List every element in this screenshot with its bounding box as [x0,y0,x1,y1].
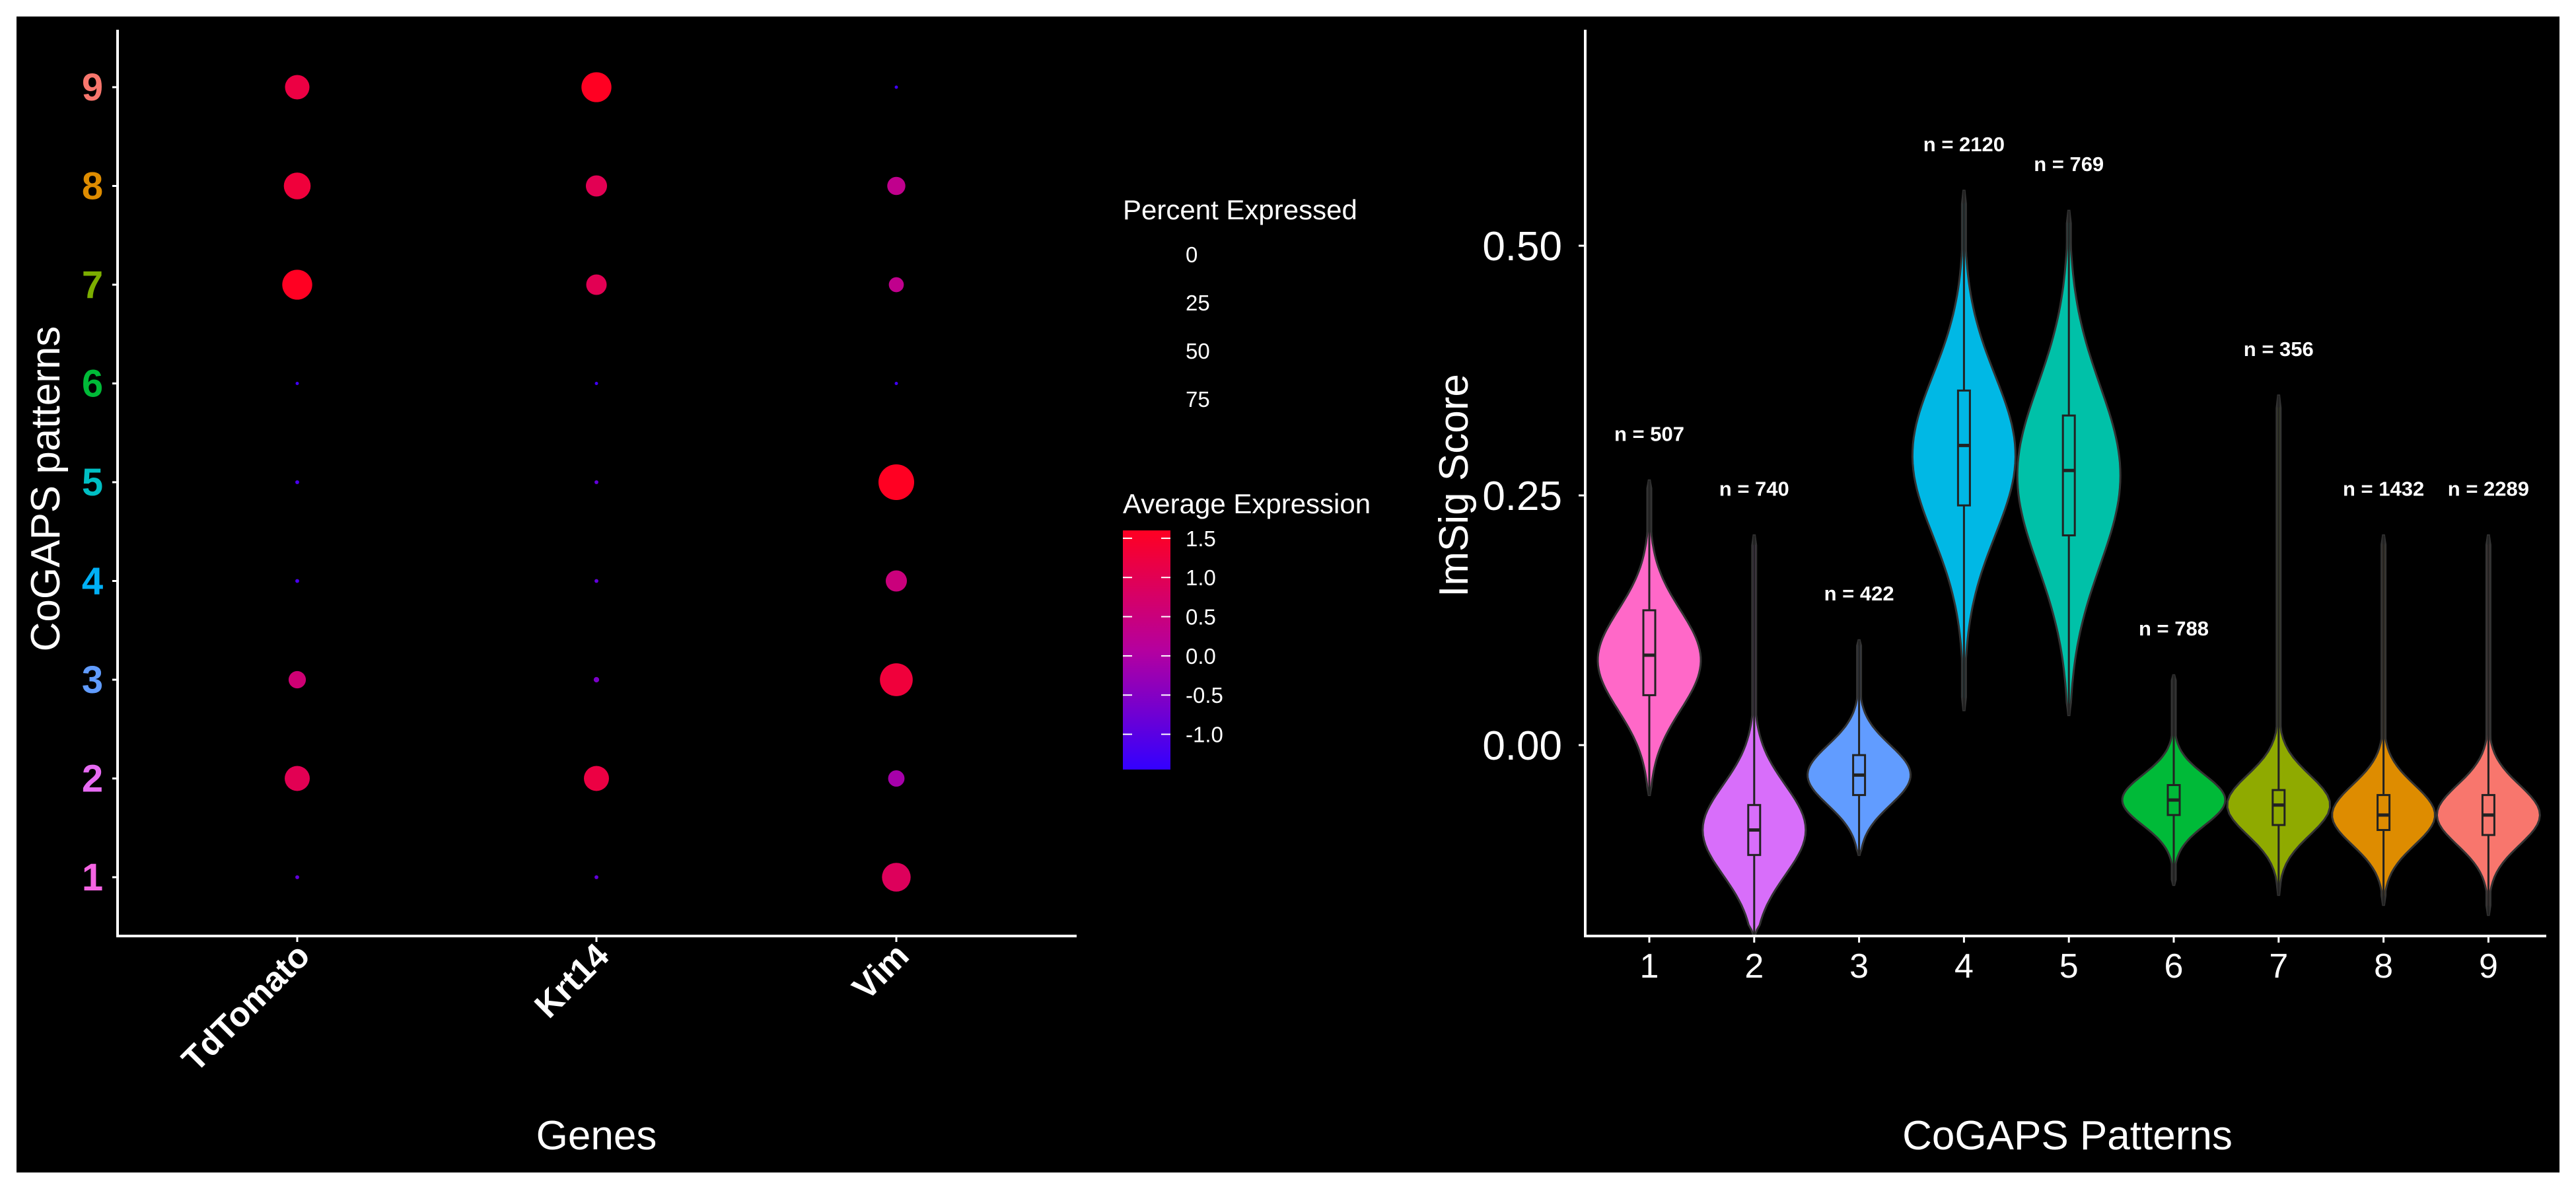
dotplot-y-tick-label: 4 [82,560,103,603]
dot-vim-pattern-3 [880,663,913,696]
violin-box-7 [2272,789,2286,826]
dot-vim-pattern-6 [894,382,898,385]
violin-y-tick-label: 0.00 [1482,723,1562,769]
violin-n-label-7: n = 356 [2244,338,2314,361]
dot-vim-pattern-1 [882,863,911,892]
violin-x-tick-label: 4 [1954,947,1974,986]
dotplot-y-tick-label: 3 [82,659,103,702]
dotplot-points [282,72,914,892]
size-legend: 0 25 50 75 [1133,242,1210,414]
size-legend-key [1135,338,1161,363]
violin-n-label-5: n = 769 [2034,153,2104,176]
violin-y-tick-label: 0.25 [1482,474,1562,519]
dot-krt14-pattern-1 [594,875,598,879]
dot-vim-pattern-8 [887,176,906,196]
violin-x-tick-label: 7 [2269,947,2288,986]
violin-n-label-6: n = 788 [2139,617,2209,640]
violin-x-tick-label: 2 [1744,947,1764,986]
dot-krt14-pattern-6 [594,382,598,385]
color-legend-ticks: 1.5 1.0 0.5 0.0 -0.5 -1.0 [1123,526,1223,747]
violin-x-ticks: 1 2 3 4 5 6 7 8 9 [1640,936,2498,986]
color-legend-label: 1.5 [1186,526,1216,551]
dotplot-y-tick-label: 8 [82,165,103,208]
dotplot-x-tick-labels: TdTomato Krt14 Vim [175,936,917,1079]
color-legend-label: -1.0 [1186,723,1223,747]
violin-box-8 [2377,794,2391,832]
size-legend-label: 25 [1186,291,1210,315]
dot-vim-pattern-4 [885,570,908,592]
dotplot-y-tick-labels: 1 2 3 4 5 6 7 8 9 [82,66,118,899]
dotplot-panel: 1 2 3 4 5 6 7 8 9 TdTomato Krt14 Vim CoGAPS patter… [23,30,1077,1159]
violin-box-5 [2061,414,2076,536]
dotplot-y-tick-label: 9 [82,66,103,109]
violin-x-tick-label: 8 [2374,947,2393,986]
dot-krt14-pattern-2 [584,766,609,791]
violin-n-label-2: n = 740 [1719,477,1789,500]
size-legend-label: 75 [1186,387,1210,412]
violin-x-tick-label: 3 [1849,947,1869,986]
dot-tdtomato-pattern-1 [295,875,299,879]
size-legend-key [1133,384,1163,414]
dot-vim-pattern-5 [878,464,914,500]
gene-label-vim: Vim [845,936,917,1007]
color-legend-label: 1.0 [1186,565,1216,590]
dot-tdtomato-pattern-3 [288,670,306,689]
violin-n-label-4: n = 2120 [1923,133,2005,156]
color-legend-bar [1123,530,1170,770]
dot-tdtomato-pattern-5 [295,480,299,484]
dot-tdtomato-pattern-6 [295,382,299,385]
dot-tdtomato-pattern-9 [285,75,310,100]
dot-krt14-pattern-9 [581,72,612,102]
dotplot-y-tick-label: 1 [82,856,103,899]
size-legend-label: 0 [1186,242,1198,267]
color-legend-label: 0.0 [1186,644,1216,668]
dot-krt14-pattern-8 [585,175,608,197]
size-legend-label: 50 [1186,339,1210,363]
violin-n-label-9: n = 2289 [2448,477,2529,500]
dotplot-y-tick-label: 6 [82,363,103,406]
dot-vim-pattern-2 [888,770,905,787]
dotplot-x-axis-title: Genes [536,1113,657,1159]
violin-x-tick-label: 9 [2479,947,2498,986]
dot-vim-pattern-9 [894,85,898,89]
figure-background [17,17,2559,1172]
dot-vim-pattern-7 [888,277,904,293]
dot-tdtomato-pattern-8 [283,172,311,199]
violin-y-ticks: 0.00 0.25 0.50 [1482,224,1585,769]
violin-n-label-3: n = 422 [1824,582,1894,605]
dot-krt14-pattern-3 [593,676,600,683]
violin-n-labels: n = 507 n = 740 n = 422 n = 2120 n = 769 n = … [1614,133,2529,640]
dotplot-y-tick-label: 2 [82,758,103,801]
dot-krt14-pattern-7 [586,274,607,295]
violin-y-axis-title: ImSig Score [1431,374,1477,597]
size-legend-key [1139,293,1157,312]
violin-x-tick-label: 5 [2059,947,2079,986]
violin-box-1 [1642,609,1657,696]
size-legend-title: Percent Expressed [1123,194,1357,225]
violin-x-axis-title: CoGAPS Patterns [1902,1113,2233,1159]
violin-x-tick-label: 1 [1640,947,1659,986]
color-legend-label: 0.5 [1186,605,1216,630]
violin-y-tick-label: 0.50 [1482,224,1562,270]
dotplot-y-tick-label: 7 [82,264,103,306]
violin-n-label-1: n = 507 [1614,422,1684,445]
dot-tdtomato-pattern-2 [285,766,310,791]
dotplot-y-axis-title: CoGAPS patterns [23,326,69,652]
violin-x-tick-label: 6 [2165,947,2184,986]
violin-panel: n = 507 n = 740 n = 422 n = 2120 n = 769 n = … [1431,30,2546,1159]
violin-n-label-8: n = 1432 [2343,477,2424,500]
violin-shapes [1596,190,2541,936]
dot-krt14-pattern-5 [594,480,598,484]
gene-label-krt14: Krt14 [527,936,616,1025]
dot-tdtomato-pattern-4 [295,579,299,583]
dot-tdtomato-pattern-7 [282,270,312,300]
dotplot-y-tick-label: 5 [82,461,103,504]
dotplot-legends: Percent Expressed 0 25 50 75 Average Expres… [1123,194,1371,770]
color-legend-title: Average Expression [1123,488,1371,519]
dot-krt14-pattern-4 [594,579,598,583]
violin-box-4 [1956,389,1971,507]
color-legend-label: -0.5 [1186,683,1223,707]
gene-label-tdtomato: TdTomato [175,936,318,1079]
